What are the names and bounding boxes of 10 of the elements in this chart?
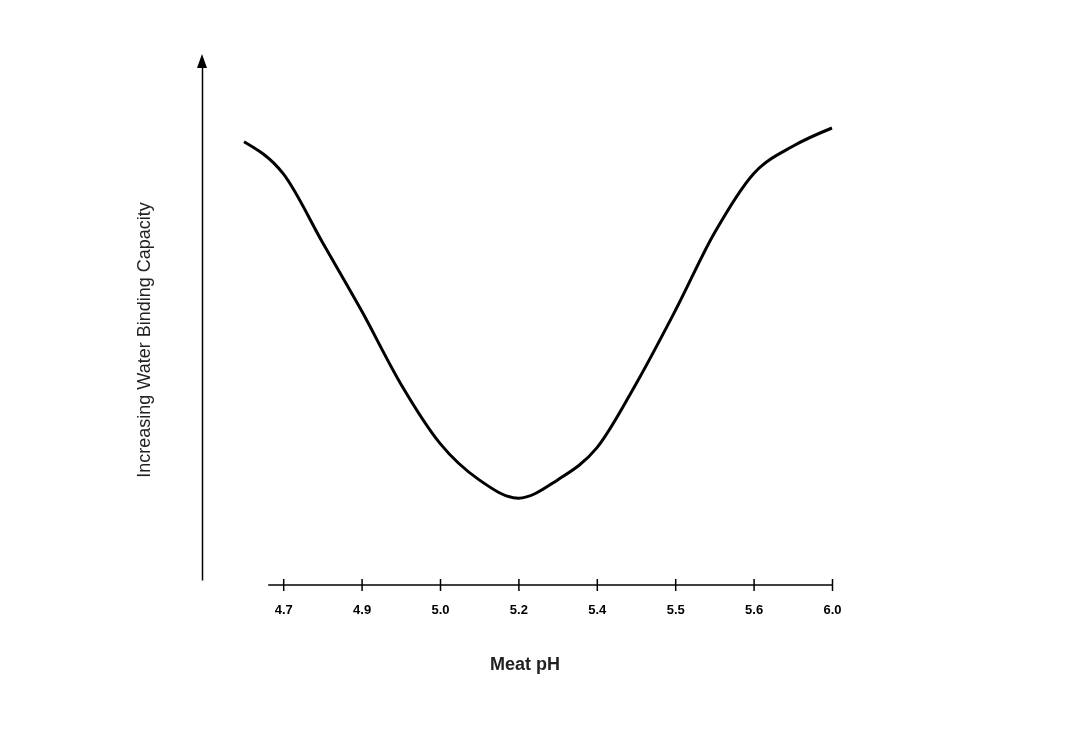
x-tick-label: 5.6 [745, 601, 764, 617]
x-tick-label: 4.9 [353, 601, 372, 617]
x-tick-label: 4.7 [274, 601, 293, 617]
x-tick-label: 5.2 [509, 601, 528, 617]
x-tick-label: 5.4 [588, 601, 608, 617]
y-axis-title: Increasing Water Binding Capacity [134, 202, 154, 478]
x-tick-label: 5.0 [431, 601, 450, 617]
x-tick-label: 6.0 [823, 601, 842, 617]
x-tick-label: 5.5 [666, 601, 685, 617]
x-axis-title: Meat pH [489, 654, 561, 674]
